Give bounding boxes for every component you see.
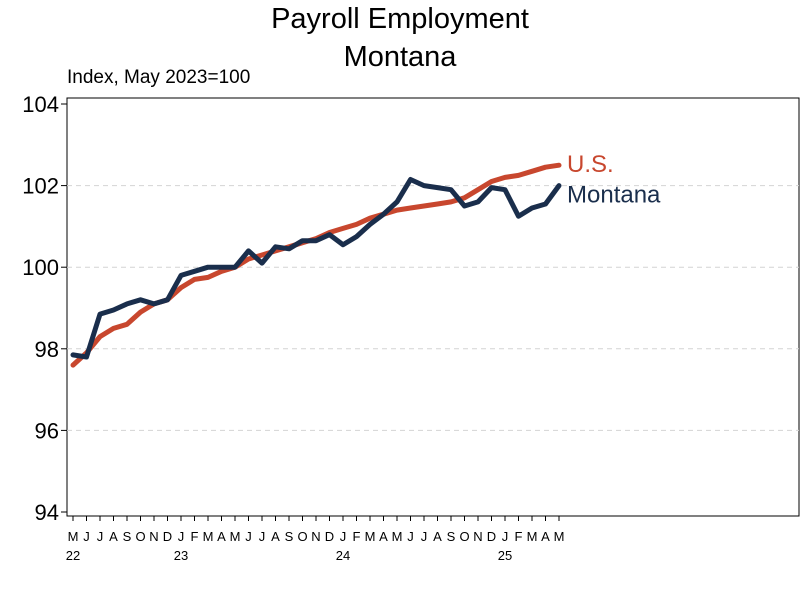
x-month-label: J: [340, 529, 347, 544]
y-tick-label: 100: [22, 255, 59, 280]
x-month-label: M: [230, 529, 241, 544]
x-month-label: F: [353, 529, 361, 544]
series-line-montana: [70, 177, 562, 360]
x-month-label: M: [392, 529, 403, 544]
x-year-label: 25: [498, 548, 512, 563]
x-month-label: S: [447, 529, 456, 544]
y-tick-label: 94: [35, 500, 59, 525]
x-month-label: A: [217, 529, 226, 544]
x-month-label: J: [245, 529, 252, 544]
x-month-label: J: [178, 529, 185, 544]
x-year-label: 23: [174, 548, 188, 563]
x-month-label: F: [515, 529, 523, 544]
y-tick-label: 98: [35, 337, 59, 362]
x-month-label: N: [149, 529, 158, 544]
x-month-label: M: [554, 529, 565, 544]
y-tick-label: 96: [35, 418, 59, 443]
x-year-label: 24: [336, 548, 350, 563]
x-month-label: O: [135, 529, 145, 544]
x-month-label: F: [191, 529, 199, 544]
x-month-label: M: [365, 529, 376, 544]
chart-title: Payroll Employment: [271, 3, 529, 35]
x-month-label: M: [68, 529, 79, 544]
x-month-label: J: [259, 529, 266, 544]
x-month-label: D: [487, 529, 496, 544]
plot-frame: [66, 97, 800, 517]
x-month-label: J: [421, 529, 428, 544]
x-month-label: J: [502, 529, 509, 544]
x-year-label: 22: [66, 548, 80, 563]
x-month-label: S: [285, 529, 294, 544]
y-axis-label: Index, May 2023=100: [67, 67, 251, 88]
x-month-label: D: [163, 529, 172, 544]
x-month-label: N: [473, 529, 482, 544]
x-month-label: A: [271, 529, 280, 544]
x-month-label: J: [97, 529, 104, 544]
x-month-label: S: [123, 529, 132, 544]
series-label: Montana: [567, 182, 661, 209]
chart-subtitle: Montana: [343, 41, 457, 73]
x-month-label: J: [407, 529, 414, 544]
x-month-label: A: [109, 529, 118, 544]
x-month-label: M: [203, 529, 214, 544]
x-month-label: J: [83, 529, 90, 544]
y-tick-label: 104: [22, 92, 59, 117]
x-month-label: A: [433, 529, 442, 544]
x-month-label: M: [527, 529, 538, 544]
x-month-label: D: [325, 529, 334, 544]
x-month-label: A: [541, 529, 550, 544]
x-month-label: O: [297, 529, 307, 544]
y-tick-label: 102: [22, 174, 59, 199]
x-month-label: A: [379, 529, 388, 544]
series-label: U.S.: [567, 151, 614, 178]
x-month-label: N: [311, 529, 320, 544]
x-month-label: O: [459, 529, 469, 544]
